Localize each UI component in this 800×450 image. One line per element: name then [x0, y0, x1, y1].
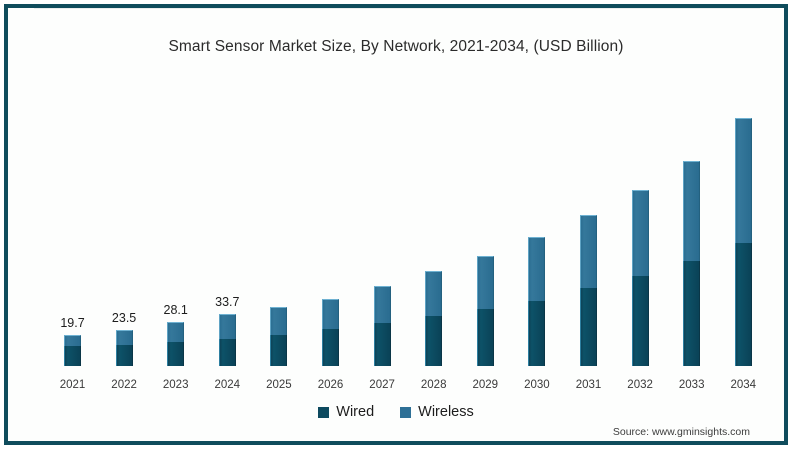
- x-axis-tick-label: 2034: [730, 379, 757, 391]
- bar-segment-wireless[interactable]: [270, 306, 288, 336]
- chart-frame: Smart Sensor Market Size, By Network, 20…: [4, 4, 788, 445]
- bar-value-label: 28.1: [163, 303, 188, 318]
- x-axis-tick-label: 2027: [369, 379, 395, 391]
- bar-segment-wired[interactable]: [734, 242, 752, 366]
- bar-stack[interactable]: [373, 8, 391, 366]
- chart-title: Smart Sensor Market Size, By Network, 20…: [168, 38, 624, 55]
- bar-stack[interactable]: [734, 8, 752, 366]
- bar-stack[interactable]: [476, 8, 494, 366]
- legend-label: Wired: [336, 404, 375, 420]
- bar-segment-wireless[interactable]: [528, 236, 546, 302]
- x-axis-tick-label: 2025: [266, 379, 292, 391]
- bar-stack[interactable]: [167, 8, 185, 366]
- bar-segment-wired[interactable]: [631, 276, 649, 366]
- x-axis-tick-label: 2021: [59, 379, 86, 391]
- legend-swatch-icon: [318, 406, 330, 418]
- bar-segment-wired[interactable]: [64, 346, 81, 366]
- chart-legend: Wired Wireless: [8, 404, 784, 420]
- bar-segment-wired[interactable]: [270, 335, 288, 366]
- bar-segment-wireless[interactable]: [322, 299, 339, 329]
- legend-swatch-icon: [400, 406, 412, 418]
- bar-segment-wireless[interactable]: [167, 322, 185, 343]
- x-axis-tick-label: 2030: [524, 379, 550, 391]
- bar-stack[interactable]: [631, 8, 649, 366]
- x-axis-tick-label: 2022: [111, 379, 137, 391]
- bar-segment-wired[interactable]: [528, 301, 546, 366]
- bar-stack[interactable]: [115, 8, 133, 366]
- bar-stack[interactable]: [580, 8, 597, 366]
- legend-item-wireless[interactable]: Wireless: [400, 404, 474, 420]
- source-attribution: Source: www.gminsights.com: [612, 426, 750, 438]
- bar-value-label: 23.5: [111, 310, 137, 325]
- x-axis-tick-label: 2024: [214, 379, 241, 391]
- bar-value-label: 19.7: [60, 316, 85, 331]
- bar-segment-wired[interactable]: [115, 345, 133, 366]
- bar-segment-wireless[interactable]: [683, 160, 701, 261]
- bar-stack[interactable]: [270, 8, 288, 366]
- bar-segment-wired[interactable]: [167, 342, 185, 366]
- bar-segment-wired[interactable]: [218, 339, 236, 366]
- x-axis-tick-label: 2033: [678, 379, 705, 391]
- plot-area: 19.7 23.5 28.1 33.7 2021 2022 2023 2024 2025 202…: [8, 8, 784, 441]
- bar-segment-wireless[interactable]: [115, 329, 133, 346]
- x-axis-tick-label: 2023: [162, 379, 189, 391]
- bar-segment-wired[interactable]: [322, 328, 339, 366]
- bar-segment-wireless[interactable]: [734, 118, 752, 243]
- bar-segment-wireless[interactable]: [64, 335, 81, 347]
- bar-stack[interactable]: [322, 8, 339, 366]
- x-axis-line: [34, 8, 760, 9]
- bar-value-label: 33.7: [215, 294, 240, 309]
- bar-segment-wired[interactable]: [580, 288, 597, 366]
- bar-segment-wireless[interactable]: [425, 271, 443, 316]
- bar-segment-wired[interactable]: [425, 315, 443, 366]
- x-axis-tick-label: 2026: [317, 379, 344, 391]
- bar-segment-wireless[interactable]: [218, 313, 236, 340]
- x-axis-tick-label: 2032: [627, 379, 653, 391]
- bar-stack[interactable]: [218, 8, 236, 366]
- legend-label: Wireless: [418, 404, 474, 420]
- bar-segment-wired[interactable]: [476, 308, 494, 366]
- bar-stack[interactable]: [528, 8, 546, 366]
- bar-stack[interactable]: [425, 8, 443, 366]
- x-axis-tick-label: 2031: [575, 379, 602, 391]
- bar-segment-wired[interactable]: [373, 322, 391, 366]
- chart-canvas: Smart Sensor Market Size, By Network, 20…: [8, 8, 784, 441]
- bar-segment-wired[interactable]: [683, 260, 701, 366]
- bar-segment-wireless[interactable]: [631, 189, 649, 277]
- x-axis-tick-label: 2028: [420, 379, 447, 391]
- bar-stack[interactable]: [683, 8, 701, 366]
- legend-item-wired[interactable]: Wired: [318, 404, 374, 420]
- bar-segment-wireless[interactable]: [580, 215, 597, 289]
- bar-stack[interactable]: [64, 8, 81, 366]
- bar-segment-wireless[interactable]: [373, 286, 391, 323]
- bar-segment-wireless[interactable]: [476, 256, 494, 309]
- x-axis-tick-label: 2029: [472, 379, 499, 391]
